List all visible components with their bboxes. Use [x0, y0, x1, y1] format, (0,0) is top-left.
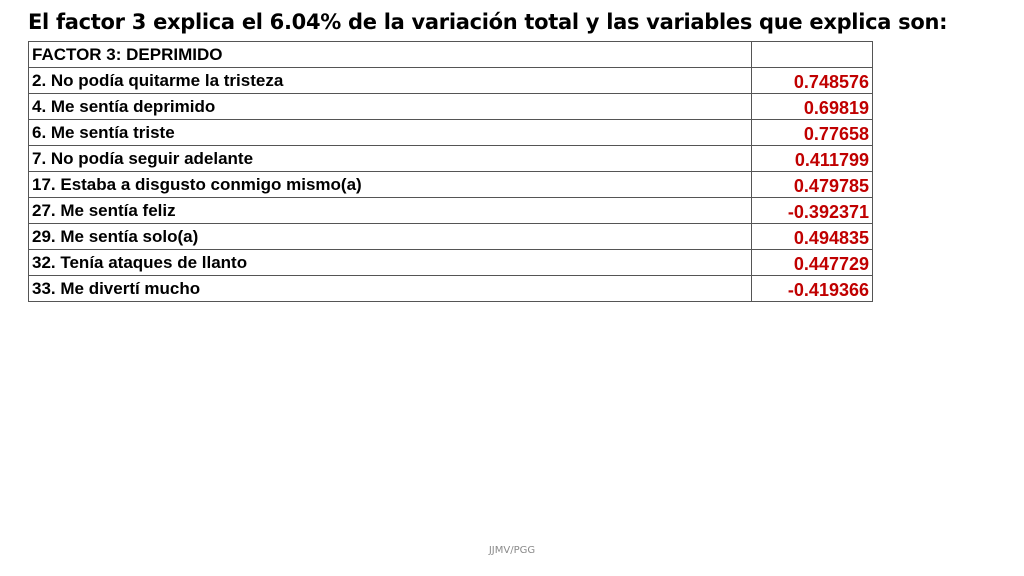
table-row: 2. No podía quitarme la tristeza 0.74857… — [28, 67, 873, 94]
loading-value: 0.479785 — [751, 171, 873, 198]
table-row: 27. Me sentía feliz -0.392371 — [28, 197, 873, 224]
variable-label: 32. Tenía ataques de llanto — [28, 249, 752, 276]
slide-title: El factor 3 explica el 6.04% de la varia… — [28, 10, 948, 34]
loading-value: 0.77658 — [751, 119, 873, 146]
factor-name-cell: FACTOR 3: DEPRIMIDO — [28, 41, 752, 68]
loading-value: 0.447729 — [751, 249, 873, 276]
table-row: 7. No podía seguir adelante 0.411799 — [28, 145, 873, 172]
loading-value: 0.69819 — [751, 93, 873, 120]
loading-value: 0.748576 — [751, 67, 873, 94]
factor-loadings-table: FACTOR 3: DEPRIMIDO 2. No podía quitarme… — [28, 41, 873, 302]
table-row: 33. Me divertí mucho -0.419366 — [28, 275, 873, 302]
loading-value: 0.411799 — [751, 145, 873, 172]
table-row: 17. Estaba a disgusto conmigo mismo(a) 0… — [28, 171, 873, 198]
loading-value: -0.419366 — [751, 275, 873, 302]
variable-label: 6. Me sentía triste — [28, 119, 752, 146]
table-row: 32. Tenía ataques de llanto 0.447729 — [28, 249, 873, 276]
variable-label: 4. Me sentía deprimido — [28, 93, 752, 120]
table-row: 4. Me sentía deprimido 0.69819 — [28, 93, 873, 120]
variable-label: 17. Estaba a disgusto conmigo mismo(a) — [28, 171, 752, 198]
variable-label: 7. No podía seguir adelante — [28, 145, 752, 172]
variable-label: 33. Me divertí mucho — [28, 275, 752, 302]
loading-value: 0.494835 — [751, 223, 873, 250]
table-row: 29. Me sentía solo(a) 0.494835 — [28, 223, 873, 250]
header-value-cell — [751, 41, 873, 68]
variable-label: 27. Me sentía feliz — [28, 197, 752, 224]
table-header-row: FACTOR 3: DEPRIMIDO — [28, 41, 873, 68]
variable-label: 2. No podía quitarme la tristeza — [28, 67, 752, 94]
table-row: 6. Me sentía triste 0.77658 — [28, 119, 873, 146]
loading-value: -0.392371 — [751, 197, 873, 224]
footer-credit: JJMV/PGG — [488, 545, 536, 556]
variable-label: 29. Me sentía solo(a) — [28, 223, 752, 250]
